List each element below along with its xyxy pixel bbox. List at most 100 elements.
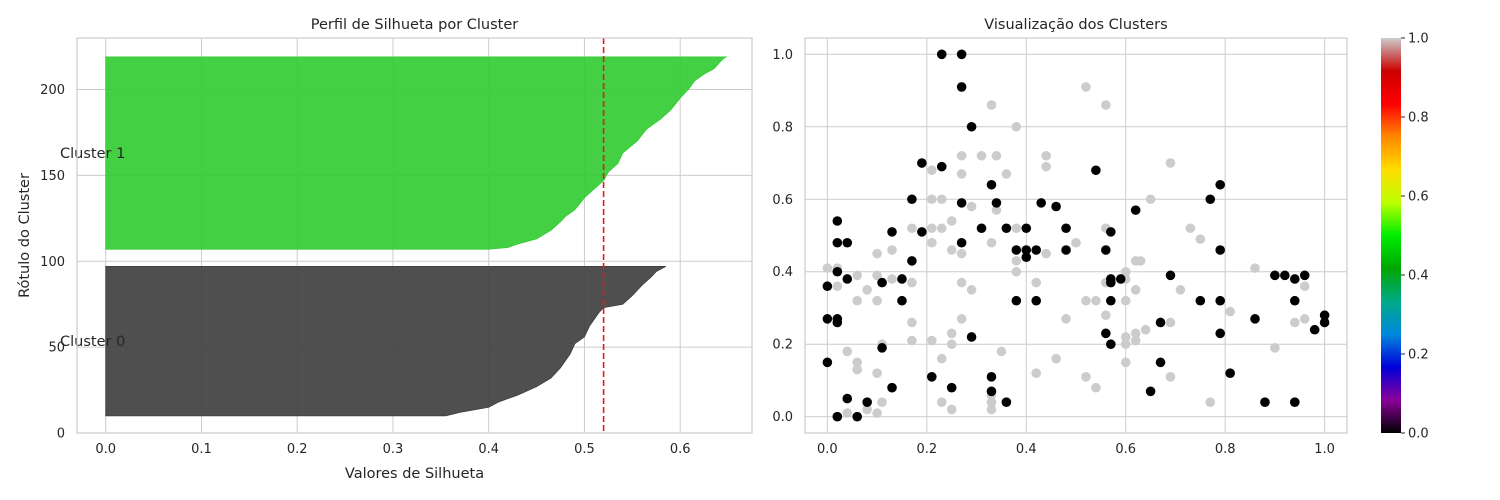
scatter-point xyxy=(877,343,887,353)
scatter-point xyxy=(926,335,937,346)
scatter-point xyxy=(1195,295,1206,306)
scatter-point xyxy=(966,332,977,342)
scatter-point xyxy=(1299,270,1310,281)
scatter-point xyxy=(872,295,882,306)
x-tick-label: 0.8 xyxy=(1215,442,1236,457)
scatter-point xyxy=(1091,295,1101,306)
scatter-point xyxy=(872,408,882,418)
scatter-point xyxy=(1215,328,1226,339)
y-tick-label: 100 xyxy=(40,255,65,270)
scatter-point xyxy=(1319,317,1330,328)
scatter-point xyxy=(1215,295,1226,306)
scatter-point xyxy=(822,281,833,292)
x-tick-label: 0.0 xyxy=(817,442,838,457)
scatter-point xyxy=(852,357,863,368)
scatter-point xyxy=(946,245,957,255)
colorbar-tick-label: 0.6 xyxy=(1408,190,1429,205)
scatter-point xyxy=(1215,179,1226,190)
scatter-point xyxy=(936,49,947,60)
scatter-point xyxy=(1021,252,1032,263)
scatter-point xyxy=(862,285,872,295)
colorbar-tick-label: 0.2 xyxy=(1408,348,1429,363)
scatter-point xyxy=(956,248,967,259)
scatter-point xyxy=(877,277,887,288)
scatter-point xyxy=(986,386,997,397)
scatter-point xyxy=(1091,165,1101,176)
scatter-point xyxy=(986,397,997,407)
x-tick-label: 0.4 xyxy=(478,442,499,457)
scatter-point xyxy=(996,346,1007,357)
scatter-point xyxy=(1205,397,1216,407)
scatter-point xyxy=(1225,368,1235,379)
scatter-point xyxy=(862,404,872,415)
scatter-point xyxy=(872,270,882,281)
scatter-point xyxy=(1289,274,1300,284)
scatter-point xyxy=(1031,295,1042,306)
scatter-point xyxy=(956,82,967,92)
scatter-point xyxy=(1051,201,1061,212)
x-tick-label: 0.6 xyxy=(1115,442,1136,457)
scatter-point xyxy=(986,237,997,248)
scatter-point xyxy=(1289,295,1300,306)
scatter-point xyxy=(1155,357,1166,368)
scatter-point xyxy=(1031,245,1042,255)
scatter-point xyxy=(1225,306,1235,317)
scatter-point xyxy=(1011,245,1022,255)
x-tick-label: 0.4 xyxy=(1016,442,1037,457)
scatter-point xyxy=(1270,343,1280,353)
scatter-point xyxy=(1031,368,1042,379)
cluster-0-label: Cluster 0 xyxy=(60,334,125,350)
scatter-point xyxy=(956,277,967,288)
cluster-1-label: Cluster 1 xyxy=(60,146,125,162)
y-tick-label: 0.0 xyxy=(772,410,793,425)
scatter-point xyxy=(1011,223,1022,234)
scatter-point xyxy=(842,346,853,357)
scatter-point xyxy=(1001,223,1012,234)
scatter-point xyxy=(1130,285,1141,295)
cluster-1-area xyxy=(105,56,728,250)
scatter-point xyxy=(946,404,957,415)
scatter-point xyxy=(907,194,917,205)
scatter-point xyxy=(842,408,853,418)
scatter-point xyxy=(907,223,917,234)
scatter-point xyxy=(832,216,843,226)
scatter-point xyxy=(897,274,907,284)
scatter-point xyxy=(907,277,917,288)
scatter-point xyxy=(832,281,843,292)
scatter-point xyxy=(822,263,833,273)
scatter-point xyxy=(1120,295,1131,306)
scatter-point xyxy=(1001,397,1012,407)
colorbar-tick-labels: 0.0 0.2 0.4 0.6 0.8 1.0 xyxy=(1401,32,1429,442)
scatter-point xyxy=(1106,339,1116,350)
scatter-point xyxy=(936,161,947,172)
scatter-point xyxy=(1021,223,1032,234)
scatter-point xyxy=(852,270,863,281)
scatter-grid xyxy=(805,38,1347,433)
scatter-points xyxy=(822,49,1330,422)
cluster-labels: Cluster 0 Cluster 1 xyxy=(60,146,125,350)
silhouette-chart: Cluster 0 Cluster 1 0.0 0.1 0.2 0.3 0.4 0.5 0.6… xyxy=(17,17,753,482)
y-tick-labels: 0 50 100 150 200 xyxy=(40,83,65,441)
scatter-point xyxy=(1081,295,1091,306)
scatter-point xyxy=(956,169,967,179)
scatter-point xyxy=(1011,295,1022,306)
scatter-point xyxy=(1165,317,1176,328)
scatter-point xyxy=(956,314,967,324)
scatter-point xyxy=(907,317,917,328)
scatter-point xyxy=(936,397,947,407)
silhouette-areas xyxy=(105,56,728,417)
scatter-point xyxy=(1061,223,1071,234)
silhouette-y-label: Rótulo do Cluster xyxy=(17,173,33,298)
scatter-point xyxy=(1011,121,1022,132)
scatter-point xyxy=(872,368,882,379)
scatter-point xyxy=(1289,397,1300,407)
scatter-point xyxy=(842,274,853,284)
scatter-point xyxy=(887,245,897,255)
x-tick-label: 0.1 xyxy=(191,442,212,457)
x-tick-label: 0.2 xyxy=(916,442,937,457)
colorbar-tick-label: 1.0 xyxy=(1408,32,1429,47)
scatter-point xyxy=(1106,227,1116,237)
scatter-point xyxy=(966,121,977,132)
scatter-point xyxy=(1250,263,1260,273)
